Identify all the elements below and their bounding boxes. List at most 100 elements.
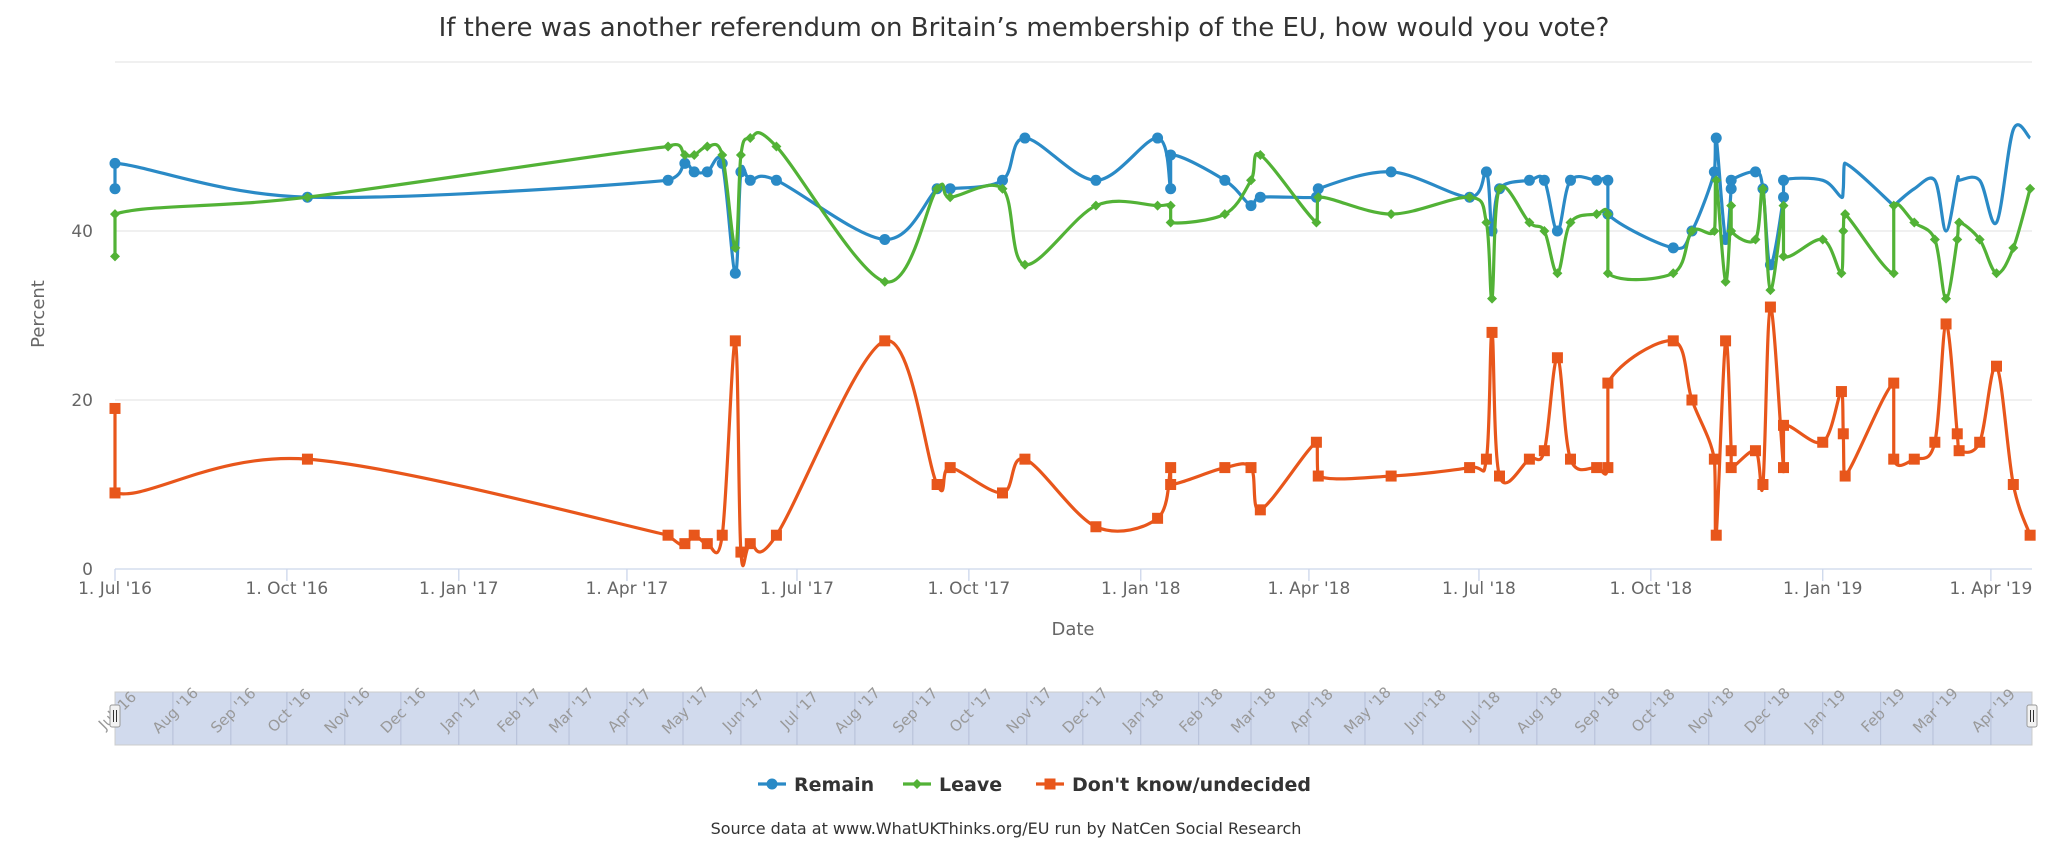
data-point-remain[interactable] xyxy=(1523,174,1535,186)
data-point-leave[interactable] xyxy=(1565,217,1576,228)
data-point-leave[interactable] xyxy=(1487,293,1498,304)
data-point-don-t-know-undecided[interactable] xyxy=(1951,428,1963,440)
data-point-leave[interactable] xyxy=(1165,200,1176,211)
data-point-don-t-know-undecided[interactable] xyxy=(1720,335,1732,347)
data-point-remain[interactable] xyxy=(1749,166,1761,178)
data-point-don-t-know-undecided[interactable] xyxy=(1953,445,1965,457)
data-point-remain[interactable] xyxy=(1219,174,1231,186)
data-point-leave[interactable] xyxy=(2008,242,2019,253)
data-point-leave[interactable] xyxy=(1709,226,1720,236)
data-point-leave[interactable] xyxy=(1765,285,1776,296)
data-point-leave[interactable] xyxy=(689,149,700,160)
data-point-don-t-know-undecided[interactable] xyxy=(2007,479,2019,490)
data-point-remain[interactable] xyxy=(1708,166,1720,178)
navigator-handle-right[interactable] xyxy=(2026,704,2038,728)
data-point-don-t-know-undecided[interactable] xyxy=(2024,529,2036,541)
data-point-leave[interactable] xyxy=(717,149,728,160)
data-point-don-t-know-undecided[interactable] xyxy=(1764,301,1776,313)
data-point-don-t-know-undecided[interactable] xyxy=(1551,352,1563,364)
data-point-leave[interactable] xyxy=(1464,192,1475,203)
data-point-don-t-know-undecided[interactable] xyxy=(997,487,1008,499)
data-point-remain[interactable] xyxy=(1591,174,1603,186)
data-point-don-t-know-undecided[interactable] xyxy=(1888,453,1900,465)
data-point-don-t-know-undecided[interactable] xyxy=(1710,529,1722,541)
data-point-leave[interactable] xyxy=(1494,183,1505,194)
data-point-don-t-know-undecided[interactable] xyxy=(1757,479,1769,490)
data-point-leave[interactable] xyxy=(1954,217,1965,228)
data-point-don-t-know-undecided[interactable] xyxy=(1778,462,1789,474)
data-point-don-t-know-undecided[interactable] xyxy=(1385,470,1397,482)
data-point-leave[interactable] xyxy=(1991,268,2002,279)
data-point-don-t-know-undecided[interactable] xyxy=(1165,462,1177,474)
data-point-remain[interactable] xyxy=(744,174,756,186)
data-point-remain[interactable] xyxy=(688,166,700,178)
data-point-remain[interactable] xyxy=(1090,174,1102,186)
data-point-leave[interactable] xyxy=(302,192,313,203)
data-point-remain[interactable] xyxy=(770,174,782,186)
data-point-don-t-know-undecided[interactable] xyxy=(1835,386,1847,398)
data-point-leave[interactable] xyxy=(932,183,943,194)
data-point-don-t-know-undecided[interactable] xyxy=(1480,453,1492,465)
data-point-don-t-know-undecided[interactable] xyxy=(1245,462,1257,474)
data-point-don-t-know-undecided[interactable] xyxy=(729,335,741,347)
data-point-don-t-know-undecided[interactable] xyxy=(735,546,747,558)
data-point-don-t-know-undecided[interactable] xyxy=(1686,394,1698,406)
data-point-leave[interactable] xyxy=(1524,217,1535,228)
navigator[interactable]: Jul '16 Aug '16 Sep '16 Oct '16 Nov '16 Dec '… xyxy=(94,683,2038,746)
data-point-don-t-know-undecided[interactable] xyxy=(662,529,674,541)
data-point-don-t-know-undecided[interactable] xyxy=(1019,453,1031,465)
data-point-don-t-know-undecided[interactable] xyxy=(716,529,728,541)
data-point-leave[interactable] xyxy=(1778,200,1789,211)
data-point-remain[interactable] xyxy=(1254,191,1266,203)
data-point-don-t-know-undecided[interactable] xyxy=(1464,462,1476,474)
data-point-leave[interactable] xyxy=(1539,226,1550,236)
data-point-don-t-know-undecided[interactable] xyxy=(1494,470,1505,482)
data-point-don-t-know-undecided[interactable] xyxy=(1219,462,1231,474)
data-point-don-t-know-undecided[interactable] xyxy=(1602,377,1614,389)
data-point-don-t-know-undecided[interactable] xyxy=(1523,453,1535,465)
data-point-don-t-know-undecided[interactable] xyxy=(301,453,313,465)
data-point-leave[interactable] xyxy=(879,276,890,287)
data-point-don-t-know-undecided[interactable] xyxy=(1778,419,1789,431)
data-point-don-t-know-undecided[interactable] xyxy=(1538,445,1550,457)
data-point-leave[interactable] xyxy=(1668,268,1679,279)
data-point-leave[interactable] xyxy=(1836,268,1847,279)
data-point-remain[interactable] xyxy=(1778,191,1789,203)
data-point-don-t-know-undecided[interactable] xyxy=(1837,428,1849,440)
data-point-leave[interactable] xyxy=(1219,209,1230,220)
data-point-leave[interactable] xyxy=(1711,175,1722,186)
data-point-don-t-know-undecided[interactable] xyxy=(1708,453,1720,465)
data-point-leave[interactable] xyxy=(1720,276,1731,287)
data-point-remain[interactable] xyxy=(1245,200,1257,212)
data-point-don-t-know-undecided[interactable] xyxy=(1908,453,1920,465)
data-point-leave[interactable] xyxy=(1591,209,1602,220)
data-point-don-t-know-undecided[interactable] xyxy=(770,529,782,541)
data-point-remain[interactable] xyxy=(662,174,674,186)
data-point-remain[interactable] xyxy=(679,157,691,169)
data-point-remain[interactable] xyxy=(1152,132,1164,144)
data-point-leave[interactable] xyxy=(735,149,746,160)
data-point-remain[interactable] xyxy=(1667,242,1679,254)
data-point-don-t-know-undecided[interactable] xyxy=(1940,318,1952,330)
data-point-don-t-know-undecided[interactable] xyxy=(1929,436,1941,448)
data-point-don-t-know-undecided[interactable] xyxy=(1974,436,1986,448)
data-point-don-t-know-undecided[interactable] xyxy=(1591,462,1603,474)
data-point-remain[interactable] xyxy=(109,157,121,169)
data-point-remain[interactable] xyxy=(879,233,891,245)
data-point-leave[interactable] xyxy=(1311,217,1322,228)
data-point-remain[interactable] xyxy=(1165,183,1177,195)
data-point-don-t-know-undecided[interactable] xyxy=(688,529,700,541)
data-point-remain[interactable] xyxy=(1165,149,1177,161)
data-point-remain[interactable] xyxy=(1602,174,1614,186)
data-point-remain[interactable] xyxy=(701,166,713,178)
data-point-leave[interactable] xyxy=(1481,217,1492,228)
data-point-don-t-know-undecided[interactable] xyxy=(1667,335,1679,347)
data-point-don-t-know-undecided[interactable] xyxy=(1749,445,1761,457)
data-point-remain[interactable] xyxy=(944,183,956,195)
data-point-leave[interactable] xyxy=(1778,251,1789,262)
data-point-don-t-know-undecided[interactable] xyxy=(701,538,713,550)
legend-circle-icon[interactable] xyxy=(766,778,778,790)
data-point-don-t-know-undecided[interactable] xyxy=(1725,445,1737,457)
data-point-leave[interactable] xyxy=(1152,200,1163,211)
data-point-remain[interactable] xyxy=(1778,174,1789,186)
